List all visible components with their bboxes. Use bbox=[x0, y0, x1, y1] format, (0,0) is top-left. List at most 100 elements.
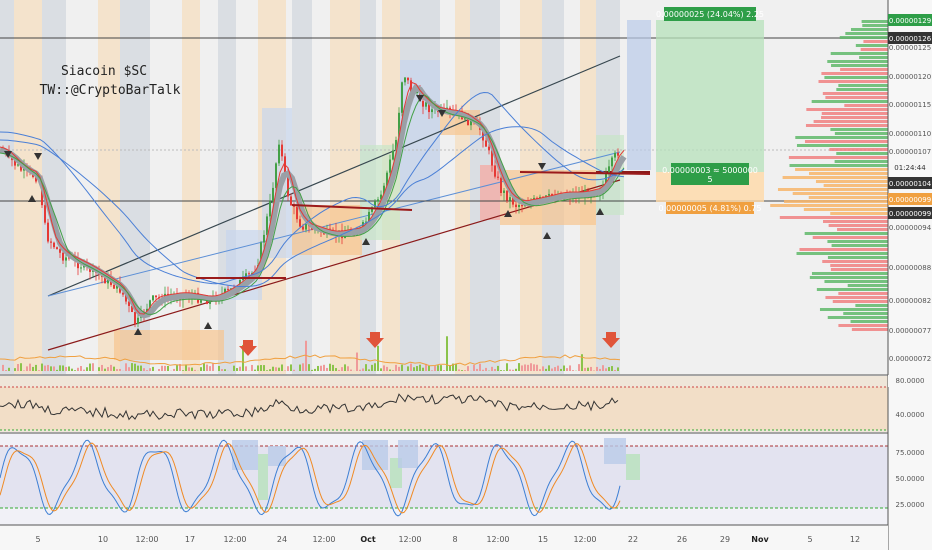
candle-body[interactable] bbox=[302, 226, 304, 230]
candle-body[interactable] bbox=[470, 119, 472, 126]
candle-body[interactable] bbox=[305, 224, 307, 230]
candle-body[interactable] bbox=[107, 277, 109, 284]
candle-body[interactable] bbox=[137, 317, 139, 324]
candle-body[interactable] bbox=[491, 150, 493, 166]
candle-body[interactable] bbox=[377, 199, 379, 202]
candle-body[interactable] bbox=[53, 242, 55, 248]
candle-body[interactable] bbox=[398, 112, 400, 140]
candle-body[interactable] bbox=[299, 219, 301, 227]
candle-body[interactable] bbox=[383, 185, 385, 195]
candle-body[interactable] bbox=[290, 196, 292, 206]
candle-body[interactable] bbox=[20, 164, 22, 171]
candle-body[interactable] bbox=[614, 152, 616, 158]
candle-body[interactable] bbox=[200, 300, 202, 303]
candle-body[interactable] bbox=[539, 196, 541, 199]
candle-body[interactable] bbox=[131, 305, 133, 313]
candle-body[interactable] bbox=[392, 150, 394, 160]
candle-body[interactable] bbox=[509, 197, 511, 201]
candle-body[interactable] bbox=[401, 82, 403, 113]
channel-lower-line[interactable] bbox=[47, 179, 621, 351]
candle-body[interactable] bbox=[56, 247, 58, 250]
candle-body[interactable] bbox=[278, 144, 280, 164]
candle-body[interactable] bbox=[446, 107, 448, 109]
candle-body[interactable] bbox=[113, 284, 115, 289]
candle-body[interactable] bbox=[155, 295, 157, 298]
candle-body[interactable] bbox=[518, 205, 520, 208]
candle-body[interactable] bbox=[482, 129, 484, 141]
candle-body[interactable] bbox=[428, 102, 430, 113]
channel-upper-line[interactable] bbox=[47, 55, 621, 297]
candle-body[interactable] bbox=[425, 102, 427, 107]
candle-body[interactable] bbox=[371, 207, 373, 212]
candle-body[interactable] bbox=[227, 288, 229, 290]
candle-body[interactable] bbox=[404, 77, 406, 83]
candle-body[interactable] bbox=[248, 273, 250, 275]
candle-body[interactable] bbox=[368, 211, 370, 222]
candle-body[interactable] bbox=[17, 164, 19, 166]
candle-body[interactable] bbox=[617, 152, 619, 156]
candle-body[interactable] bbox=[422, 101, 424, 107]
candle-body[interactable] bbox=[485, 140, 487, 147]
candle-body[interactable] bbox=[230, 288, 232, 290]
candle-body[interactable] bbox=[548, 193, 550, 196]
trend-channel[interactable] bbox=[47, 55, 621, 351]
candle-body[interactable] bbox=[410, 80, 412, 93]
candle-body[interactable] bbox=[62, 252, 64, 261]
profit-zone[interactable] bbox=[656, 20, 764, 172]
candle-body[interactable] bbox=[605, 173, 607, 185]
candle-body[interactable] bbox=[365, 221, 367, 223]
candle-body[interactable] bbox=[149, 300, 151, 309]
candle-body[interactable] bbox=[152, 295, 154, 301]
candle-body[interactable] bbox=[122, 292, 124, 295]
candle-body[interactable] bbox=[506, 190, 508, 201]
candle-body[interactable] bbox=[260, 242, 262, 266]
candle-body[interactable] bbox=[59, 249, 61, 253]
candle-body[interactable] bbox=[47, 222, 49, 242]
candle-body[interactable] bbox=[224, 288, 226, 294]
candle-body[interactable] bbox=[494, 165, 496, 177]
candle-body[interactable] bbox=[134, 312, 136, 324]
candle-body[interactable] bbox=[104, 277, 106, 284]
candle-body[interactable] bbox=[380, 194, 382, 200]
price-axis[interactable] bbox=[888, 0, 932, 550]
candle-body[interactable] bbox=[416, 91, 418, 93]
candle-body[interactable] bbox=[281, 144, 283, 157]
candle-body[interactable] bbox=[521, 205, 523, 207]
candle-body[interactable] bbox=[395, 139, 397, 151]
candle-body[interactable] bbox=[65, 257, 67, 261]
candle-body[interactable] bbox=[125, 294, 127, 302]
candle-body[interactable] bbox=[266, 216, 268, 235]
candle-body[interactable] bbox=[497, 176, 499, 178]
channel-mid-line[interactable] bbox=[47, 151, 621, 297]
candle-body[interactable] bbox=[512, 197, 514, 205]
candle-body[interactable] bbox=[488, 146, 490, 151]
candle-body[interactable] bbox=[128, 301, 130, 306]
candle-body[interactable] bbox=[80, 267, 82, 269]
candle-body[interactable] bbox=[407, 77, 409, 81]
candle-body[interactable] bbox=[68, 257, 70, 259]
forecast-box[interactable] bbox=[627, 20, 651, 170]
candle-body[interactable] bbox=[296, 206, 298, 220]
resistance-lines[interactable] bbox=[196, 171, 651, 279]
candle-body[interactable] bbox=[611, 157, 613, 167]
candle-body[interactable] bbox=[374, 201, 376, 208]
candle-body[interactable] bbox=[389, 159, 391, 173]
candle-body[interactable] bbox=[263, 234, 265, 243]
candle-body[interactable] bbox=[77, 259, 79, 269]
candle-body[interactable] bbox=[206, 299, 208, 304]
candle-body[interactable] bbox=[431, 109, 433, 113]
candle-body[interactable] bbox=[44, 205, 46, 223]
time-axis[interactable] bbox=[0, 525, 888, 550]
candle-body[interactable] bbox=[35, 177, 37, 182]
candle-body[interactable] bbox=[386, 172, 388, 186]
candle-body[interactable] bbox=[50, 241, 52, 243]
candle-body[interactable] bbox=[269, 201, 271, 217]
candle-body[interactable] bbox=[287, 172, 289, 197]
candle-body[interactable] bbox=[272, 187, 274, 202]
candle-body[interactable] bbox=[245, 273, 247, 277]
candle-body[interactable] bbox=[608, 166, 610, 174]
candle-body[interactable] bbox=[500, 177, 502, 193]
candle-body[interactable] bbox=[515, 204, 517, 208]
candle-body[interactable] bbox=[14, 160, 16, 166]
